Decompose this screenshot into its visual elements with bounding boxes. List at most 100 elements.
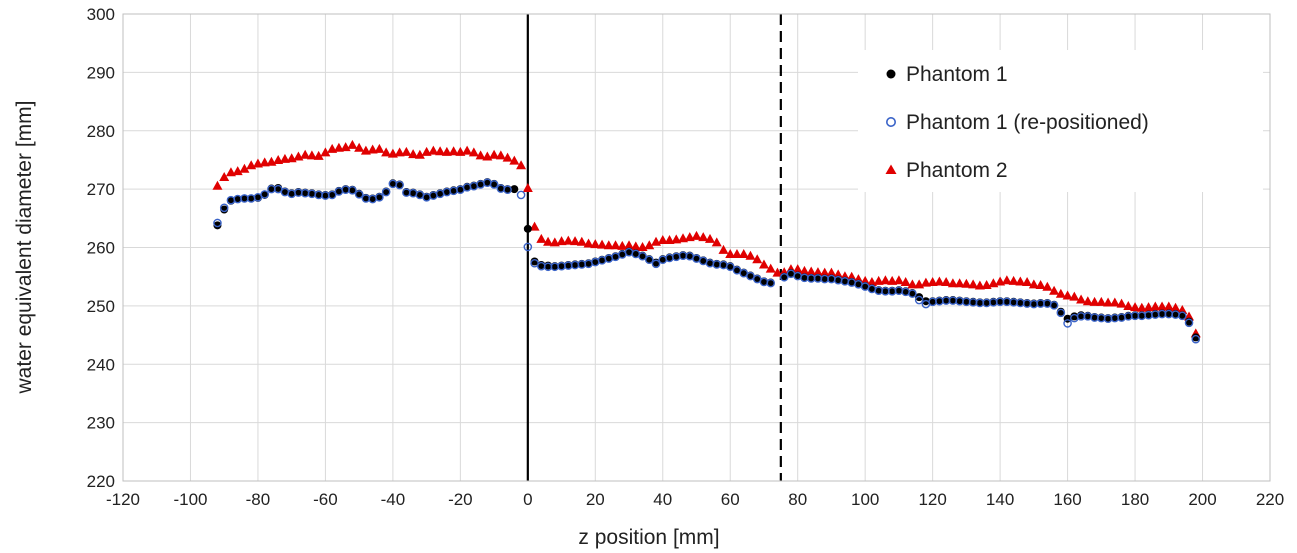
data-point-triangle [664, 234, 675, 244]
data-point-triangle [306, 150, 317, 160]
data-point-triangle [617, 240, 628, 250]
data-point-triangle [941, 277, 952, 287]
x-tick-label: -40 [381, 490, 406, 509]
data-point-triangle [1184, 311, 1195, 321]
data-point-open-circle [1049, 300, 1059, 310]
data-point-triangle [731, 249, 742, 259]
data-point-triangle [1157, 301, 1168, 311]
data-point-triangle [394, 147, 405, 157]
data-point-triangle [765, 263, 776, 273]
y-tick-label: 220 [87, 472, 115, 491]
x-tick-label: 80 [788, 490, 807, 509]
data-point-triangle [718, 244, 729, 254]
data-point-open-circle [348, 185, 357, 195]
data-point-triangle [1022, 277, 1033, 287]
y-axis-title: water equivalent diameter [mm] [13, 101, 36, 395]
y-tick-label: 290 [87, 63, 115, 82]
data-point-open-circle [725, 262, 735, 272]
data-point-triangle [1096, 296, 1107, 306]
data-point-triangle [1015, 276, 1026, 286]
data-point-triangle [333, 142, 344, 152]
data-point-triangle [725, 249, 736, 259]
data-point-triangle [698, 232, 709, 242]
y-axis-ticks: 220 230 240 250 260 270 280 290 300 [87, 5, 115, 491]
data-point-triangle [462, 145, 473, 155]
data-point-triangle [1001, 275, 1012, 285]
data-point-triangle [974, 280, 985, 290]
data-point-triangle [1109, 297, 1120, 307]
plot-area-frame [122, 13, 1271, 482]
data-point-triangle [610, 240, 621, 250]
data-point-triangle [428, 145, 439, 155]
data-point-open-circle [779, 272, 789, 282]
legend-marker-phantom-1-repositioned [885, 117, 896, 128]
data-point-triangle [347, 139, 358, 149]
data-point-triangle [704, 233, 715, 243]
data-point-open-circle [219, 203, 229, 213]
data-point-triangle [1143, 302, 1154, 312]
x-axis-ticks: -120 -100 -80 -60 -40 -20 0 20 40 60 80 100 120 140 16… [106, 490, 1284, 509]
legend-label-phantom-1-repositioned: Phantom 1 (re-positioned) [906, 111, 1149, 134]
data-point-triangle [414, 149, 425, 159]
data-point-triangle [900, 277, 911, 287]
data-point-open-circle [1177, 311, 1187, 321]
data-point-open-circle [908, 289, 917, 298]
legend-label-phantom-1: Phantom 1 [906, 63, 1008, 86]
data-point-filled-circle [247, 194, 256, 203]
data-point-triangle [1123, 300, 1134, 310]
y-tick-label: 240 [87, 355, 115, 374]
data-point-triangle [401, 146, 412, 156]
data-point-triangle [968, 279, 979, 289]
data-point-triangle [927, 277, 938, 287]
data-point-triangle [1163, 301, 1174, 311]
data-point-triangle [846, 271, 857, 281]
data-point-triangle [212, 180, 223, 190]
series-layer [212, 139, 1201, 344]
data-point-triangle [1150, 301, 1161, 311]
data-point-triangle [435, 146, 446, 156]
data-point-triangle [448, 146, 459, 156]
data-point-triangle [529, 221, 540, 231]
data-point-triangle [475, 150, 486, 160]
data-point-triangle [313, 150, 324, 160]
data-point-triangle [752, 254, 763, 264]
data-point-open-circle [638, 251, 647, 261]
data-point-open-circle [523, 242, 533, 252]
data-point-filled-circle [233, 195, 242, 204]
x-tick-label: 200 [1188, 490, 1216, 509]
x-tick-label: -100 [173, 490, 207, 509]
x-tick-label: -60 [313, 490, 338, 509]
data-point-open-circle [381, 187, 391, 197]
data-point-triangle [570, 236, 581, 246]
x-tick-label: 60 [721, 490, 740, 509]
data-point-triangle [1082, 296, 1093, 306]
data-point-triangle [1076, 294, 1087, 304]
data-point-triangle [259, 157, 270, 167]
data-point-filled-circle [213, 221, 222, 230]
x-tick-label: 160 [1053, 490, 1081, 509]
data-point-triangle [806, 266, 817, 276]
data-point-open-circle [213, 218, 222, 228]
data-point-triangle [543, 236, 554, 246]
data-point-triangle [590, 239, 601, 249]
x-tick-label: 180 [1121, 490, 1149, 509]
data-point-triangle [1130, 302, 1141, 312]
data-point-open-circle [651, 259, 661, 269]
data-point-triangle [381, 147, 392, 157]
reference-lines [526, 14, 782, 481]
data-point-open-circle [1184, 318, 1194, 328]
data-point-open-circle [1191, 334, 1201, 344]
data-point-open-circle [327, 190, 337, 200]
data-point-triangle [1042, 281, 1053, 291]
data-point-triangle [468, 147, 479, 157]
x-axis-title: z position [mm] [578, 526, 719, 549]
data-point-triangle [502, 152, 513, 162]
data-point-triangle [239, 163, 250, 173]
data-point-triangle [880, 275, 891, 285]
data-point-triangle [826, 267, 837, 277]
data-point-triangle [1116, 298, 1127, 308]
data-point-open-circle [260, 190, 269, 199]
data-point-triangle [1089, 296, 1100, 306]
data-point-filled-circle [523, 224, 532, 233]
